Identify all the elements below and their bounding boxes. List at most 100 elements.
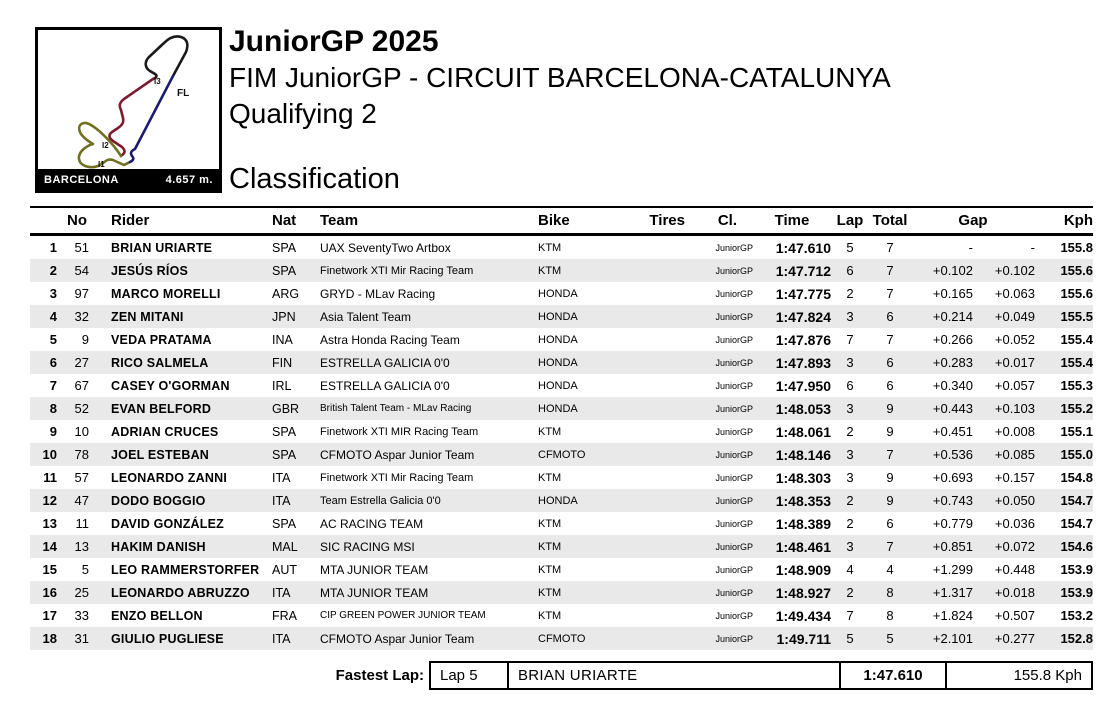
col-header-rider: Rider <box>111 212 150 229</box>
total-laps-cell: 6 <box>886 355 894 370</box>
class-cell: JuniorGP <box>715 472 753 483</box>
rider-number-cell: 54 <box>74 263 89 278</box>
track-length: 4.657 m. <box>165 173 213 186</box>
rider-name-cell: RICO SALMELA <box>111 355 209 370</box>
class-cell: JuniorGP <box>715 242 753 253</box>
total-laps-cell: 6 <box>886 309 894 324</box>
lap-cell: 7 <box>846 332 854 347</box>
results-body: 1 51 BRIAN URIARTE SPA UAX SeventyTwo Ar… <box>30 236 1093 650</box>
class-cell: JuniorGP <box>715 495 753 506</box>
gap-previous-cell: +0.085 <box>994 447 1035 462</box>
gap-previous-cell: +0.050 <box>994 493 1035 508</box>
team-cell: Team Estrella Galicia 0'0 <box>320 494 441 507</box>
nationality-cell: ITA <box>272 631 291 646</box>
gap-leader-cell: +0.851 <box>932 539 973 554</box>
rider-number-cell: 9 <box>81 332 89 347</box>
team-cell: SIC RACING MSI <box>320 539 415 554</box>
nationality-cell: SPA <box>272 447 297 462</box>
rider-name-cell: GIULIO PUGLIESE <box>111 631 224 646</box>
bike-cell: KTM <box>538 586 562 599</box>
rider-name-cell: ZEN MITANI <box>111 309 184 324</box>
position-cell: 15 <box>42 562 57 577</box>
lap-cell: 2 <box>846 516 854 531</box>
gap-previous-cell: +0.507 <box>994 608 1035 623</box>
total-laps-cell: 7 <box>886 263 894 278</box>
rider-name-cell: DAVID GONZÁLEZ <box>111 516 224 531</box>
class-cell: JuniorGP <box>715 265 753 276</box>
track-sector1-path <box>144 35 189 81</box>
team-cell: ESTRELLA GALICIA 0'0 <box>320 378 450 393</box>
gap-leader-cell: +0.340 <box>932 378 973 393</box>
gap-leader-cell: +2.101 <box>932 631 973 646</box>
time-cell: 1:48.053 <box>775 400 831 417</box>
track-sector2-path <box>108 77 155 158</box>
table-row: 3 97 MARCO MORELLI ARG GRYD - MLav Racin… <box>30 282 1093 305</box>
page-title: JuniorGP 2025 <box>229 25 439 58</box>
position-cell: 17 <box>42 608 57 623</box>
team-cell: British Talent Team - MLav Racing <box>320 403 472 414</box>
track-marker-i3: I3 <box>154 77 161 86</box>
team-cell: Astra Honda Racing Team <box>320 332 460 347</box>
bike-cell: CFMOTO <box>538 632 586 645</box>
rider-number-cell: 47 <box>74 493 89 508</box>
gap-leader-cell: +0.102 <box>932 263 973 278</box>
position-cell: 2 <box>49 263 57 278</box>
class-cell: JuniorGP <box>715 380 753 391</box>
nationality-cell: FRA <box>272 608 297 623</box>
table-header-row: No Rider Nat Team Bike Tires Cl. Time La… <box>30 208 1093 236</box>
rider-number-cell: 5 <box>81 562 89 577</box>
gap-previous-cell: +0.049 <box>994 309 1035 324</box>
gap-previous-cell: +0.448 <box>994 562 1035 577</box>
header-divider <box>30 206 1093 208</box>
position-cell: 8 <box>49 401 57 416</box>
time-cell: 1:48.389 <box>775 515 831 532</box>
position-cell: 11 <box>43 470 57 485</box>
speed-cell: 154.6 <box>1060 539 1093 554</box>
gap-previous-cell: +0.017 <box>994 355 1035 370</box>
team-cell: Finetwork XTI Mir Racing Team <box>320 471 474 484</box>
fastest-lap-label: Fastest Lap: <box>335 667 424 684</box>
class-cell: JuniorGP <box>715 541 753 552</box>
position-cell: 4 <box>49 309 57 324</box>
rider-name-cell: LEONARDO ABRUZZO <box>111 585 250 600</box>
circuit-outline-icon: I3 FL I2 I1 <box>77 35 189 169</box>
gap-leader-cell: +0.451 <box>932 424 973 439</box>
bike-cell: KTM <box>538 609 562 622</box>
lap-cell: 3 <box>846 401 854 416</box>
table-row: 16 25 LEONARDO ABRUZZO ITA MTA JUNIOR TE… <box>30 581 1093 604</box>
gap-leader-cell: +0.266 <box>932 332 973 347</box>
time-cell: 1:47.876 <box>775 331 831 348</box>
class-cell: JuniorGP <box>715 587 753 598</box>
time-cell: 1:49.711 <box>776 630 832 647</box>
speed-cell: 155.6 <box>1060 263 1093 278</box>
rider-number-cell: 13 <box>74 539 89 554</box>
class-cell: JuniorGP <box>715 403 753 414</box>
gap-leader-cell: +0.214 <box>932 309 973 324</box>
bike-cell: HONDA <box>538 402 578 415</box>
position-cell: 12 <box>42 493 57 508</box>
lap-cell: 3 <box>846 539 854 554</box>
speed-cell: 154.8 <box>1060 470 1093 485</box>
speed-cell: 155.1 <box>1060 424 1093 439</box>
speed-cell: 153.9 <box>1060 585 1093 600</box>
bike-cell: KTM <box>538 517 562 530</box>
rider-number-cell: 10 <box>74 424 89 439</box>
lap-cell: 5 <box>846 240 854 255</box>
class-cell: JuniorGP <box>715 633 753 644</box>
col-header-kph: Kph <box>1063 212 1093 229</box>
team-cell: CIP GREEN POWER JUNIOR TEAM <box>320 610 486 621</box>
total-laps-cell: 9 <box>886 493 894 508</box>
time-cell: 1:47.610 <box>775 239 831 256</box>
lap-cell: 2 <box>846 424 854 439</box>
class-cell: JuniorGP <box>715 564 753 575</box>
rider-number-cell: 51 <box>74 240 89 255</box>
bike-cell: KTM <box>538 241 562 254</box>
total-laps-cell: 9 <box>886 470 894 485</box>
speed-cell: 154.7 <box>1060 516 1093 531</box>
gap-leader-cell: +1.824 <box>932 608 973 623</box>
table-row: 8 52 EVAN BELFORD GBR British Talent Tea… <box>30 397 1093 420</box>
gap-leader-cell: +1.299 <box>932 562 973 577</box>
lap-cell: 6 <box>846 378 854 393</box>
gap-previous-cell: +0.157 <box>994 470 1035 485</box>
rider-number-cell: 31 <box>74 631 89 646</box>
